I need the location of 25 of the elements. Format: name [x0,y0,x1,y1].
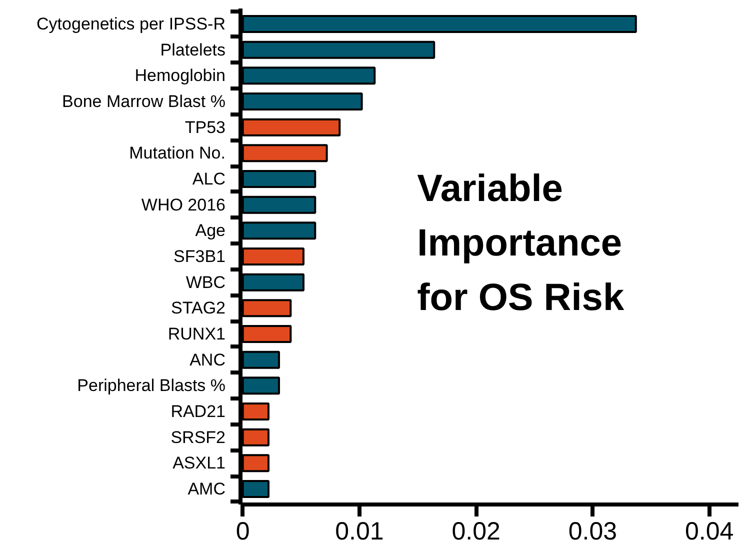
y-tick-label: WHO 2016 [141,195,226,214]
x-tick-label: 0.03 [568,518,618,542]
y-tick-label: RAD21 [170,402,226,421]
y-tick-label: ASXL1 [172,454,226,473]
y-tick-label: STAG2 [171,298,226,318]
y-tick-label: AMC [188,480,226,498]
y-tick-label: WBC [186,272,226,292]
y-tick-label: Age [195,221,226,240]
y-tick-label: Bone Marrow Blast % [62,92,226,111]
x-tick-label: 0 [236,518,250,542]
x-tick-label: 0.02 [452,518,500,542]
x-tick-label: 0.04 [685,518,734,542]
y-tick-label: Peripheral Blasts % [77,376,226,396]
y-tick-label: Hemoglobin [134,66,226,86]
x-tick-label: 0.01 [335,518,384,542]
y-tick-label: SRSF2 [170,428,226,447]
y-tick-label: TP53 [184,118,226,137]
y-tick-label: Mutation No. [129,144,226,163]
y-tick-label: Cytogenetics per IPSS-R [36,14,226,34]
y-tick-label: RUNX1 [168,324,226,344]
y-tick-label: Platelets [160,40,226,60]
y-tick-label: ALC [192,170,226,188]
y-tick-label: SF3B1 [174,247,226,266]
y-tick-label: ANC [190,350,226,370]
text: Variable Importance for OS Risk [417,168,625,320]
